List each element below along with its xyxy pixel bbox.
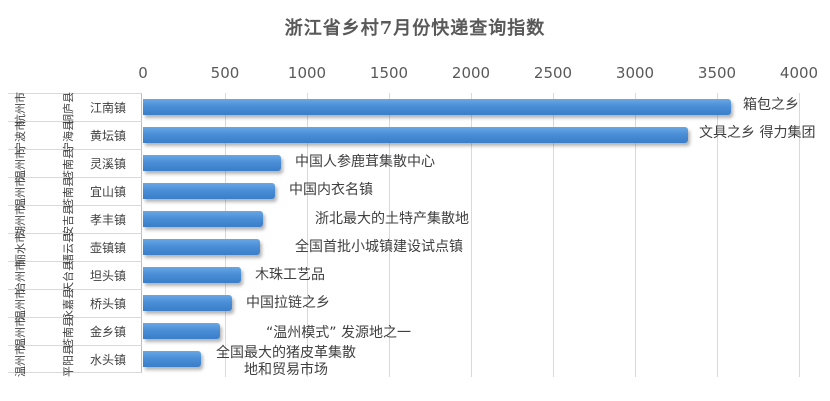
- x-tick: 4000: [779, 64, 819, 82]
- x-tick: 1500: [369, 64, 409, 82]
- bar-qiaotou: [143, 295, 232, 311]
- town-label: 孝丰镇: [90, 213, 127, 227]
- category-row: 温州市 平阳县 水头镇: [8, 343, 142, 377]
- gridline: [471, 93, 472, 377]
- x-tick: 2000: [451, 64, 491, 82]
- category-row: 温州市 永嘉县 桥头镇: [8, 287, 142, 321]
- annotation: 箱包之乡: [743, 97, 799, 113]
- annotation: 中国拉链之乡: [246, 295, 330, 311]
- annotation: 全国最大的猪皮革集散 地和贸易市场: [213, 345, 359, 379]
- category-row: 宁波市 宁海县 黄坛镇: [8, 119, 142, 153]
- x-tick: 3000: [615, 64, 655, 82]
- annotation: 文具之乡 得力集团: [699, 125, 816, 141]
- x-tick: 1000: [287, 64, 327, 82]
- county-label: 桐庐县: [61, 91, 75, 125]
- annotation-line: 地和贸易市场: [244, 362, 328, 378]
- bar-yishan: [143, 183, 275, 199]
- bar-lingxi: [143, 155, 281, 171]
- gridline: [389, 93, 390, 377]
- city-label: 温州市: [13, 175, 27, 209]
- bar-shuitou: [143, 351, 201, 367]
- x-tick: 2500: [533, 64, 573, 82]
- county-label: 安吉县: [61, 203, 75, 237]
- annotation: 浙北最大的土特产集散地: [315, 211, 469, 227]
- category-row: 台州市 天台县 坦头镇: [8, 259, 142, 293]
- category-row: 湖州市 安吉县 孝丰镇: [8, 203, 142, 237]
- bar-tantou: [143, 267, 241, 283]
- bar-huangtan: [143, 127, 688, 143]
- town-label: 宜山镇: [90, 185, 127, 199]
- town-label: 灵溪镇: [90, 157, 127, 171]
- gridline: [225, 93, 226, 377]
- gridline: [635, 93, 636, 377]
- annotation: “温州模式” 发源地之一: [266, 325, 411, 341]
- annotation: 全国首批小城镇建设试点镇: [295, 239, 463, 255]
- city-label: 温州市: [13, 147, 27, 181]
- city-label: 台州市: [13, 259, 27, 293]
- city-label: 丽水市: [13, 231, 27, 265]
- gridline: [717, 93, 718, 377]
- town-label: 黄坛镇: [90, 129, 127, 143]
- category-row: 温州市 苍南县 灵溪镇: [8, 147, 142, 181]
- town-label: 水头镇: [90, 353, 127, 367]
- city-label: 温州市: [13, 343, 27, 377]
- category-row: 杭州市 桐庐县 江南镇: [8, 91, 142, 125]
- gridline: [307, 93, 308, 377]
- x-tick: 500: [210, 64, 240, 82]
- county-label: 永嘉县: [61, 287, 75, 321]
- chart-title: 浙江省乡村7月份快递查询指数: [284, 18, 546, 39]
- x-tick: 0: [138, 64, 148, 82]
- town-label: 金乡镇: [90, 325, 127, 339]
- annotation: 中国内衣名镇: [289, 182, 373, 198]
- city-label: 湖州市: [13, 203, 27, 237]
- county-label: 天台县: [61, 259, 75, 293]
- county-label: 缙云县: [61, 231, 75, 265]
- annotation: 木珠工艺品: [255, 267, 325, 283]
- city-label: 温州市: [13, 315, 27, 349]
- county-label: 苍南县: [61, 147, 75, 181]
- bar-xiaofeng: [143, 211, 263, 227]
- town-label: 桥头镇: [90, 297, 127, 311]
- city-label: 宁波市: [13, 119, 27, 153]
- annotation-line: 全国最大的猪皮革集散: [216, 345, 356, 361]
- county-label: 平阳县: [61, 343, 75, 377]
- bar-jinxiang: [143, 323, 220, 339]
- county-label: 宁海县: [61, 119, 75, 153]
- city-label: 温州市: [13, 287, 27, 321]
- county-label: 苍南县: [61, 315, 75, 349]
- annotation: 中国人参鹿茸集散中心: [295, 154, 435, 170]
- x-tick: 3500: [697, 64, 737, 82]
- town-label: 江南镇: [90, 101, 127, 115]
- category-row: 丽水市 缙云县 壶镇镇: [8, 231, 142, 265]
- category-row: 温州市 苍南县 金乡镇: [8, 315, 142, 349]
- county-label: 苍南县: [61, 175, 75, 209]
- category-row: 温州市 苍南县 宜山镇: [8, 175, 142, 209]
- gridline: [553, 93, 554, 377]
- town-label: 坦头镇: [90, 269, 127, 283]
- city-label: 杭州市: [13, 91, 27, 125]
- town-label: 壶镇镇: [90, 241, 127, 255]
- bar-jiangnan: [143, 99, 731, 115]
- gridline: [799, 93, 800, 377]
- bar-huzhen: [143, 239, 260, 255]
